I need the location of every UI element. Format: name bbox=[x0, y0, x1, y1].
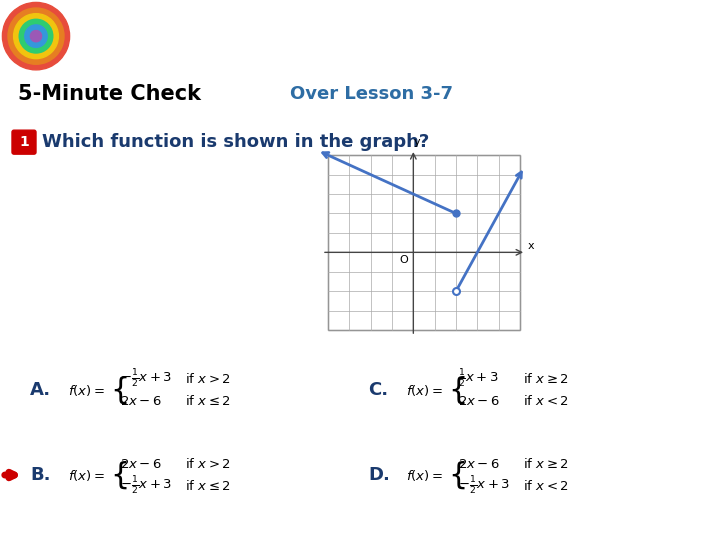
Text: $2x-6$: $2x-6$ bbox=[458, 395, 500, 408]
Text: 1: 1 bbox=[19, 135, 29, 149]
Text: $\mathrm{if}\ x<2$: $\mathrm{if}\ x<2$ bbox=[523, 479, 569, 493]
Text: $\mathrm{if}\ x\geq 2$: $\mathrm{if}\ x\geq 2$ bbox=[523, 372, 569, 386]
Text: $f(x)=$: $f(x)=$ bbox=[406, 382, 443, 397]
Text: $2x-6$: $2x-6$ bbox=[458, 457, 500, 470]
Text: $\mathrm{if}\ x>2$: $\mathrm{if}\ x>2$ bbox=[185, 372, 231, 386]
Text: Over Lesson 3-7: Over Lesson 3-7 bbox=[290, 85, 453, 103]
Text: O: O bbox=[400, 255, 408, 265]
Bar bbox=[328, 155, 520, 330]
Text: $\mathrm{if}\ x\leq 2$: $\mathrm{if}\ x\leq 2$ bbox=[185, 479, 231, 493]
Text: C.: C. bbox=[368, 381, 388, 399]
Text: $\mathrm{if}\ x<2$: $\mathrm{if}\ x<2$ bbox=[523, 394, 569, 408]
Text: {: { bbox=[448, 461, 467, 490]
Wedge shape bbox=[24, 25, 48, 48]
Text: $-\frac{1}{2}x+3$: $-\frac{1}{2}x+3$ bbox=[120, 475, 172, 497]
Text: $f(x)=$: $f(x)=$ bbox=[68, 382, 105, 397]
Wedge shape bbox=[2, 2, 70, 70]
Text: $2x-6$: $2x-6$ bbox=[120, 457, 162, 470]
Text: y: y bbox=[414, 137, 420, 147]
Wedge shape bbox=[19, 19, 53, 53]
Text: $\mathrm{if}\ x>2$: $\mathrm{if}\ x>2$ bbox=[185, 457, 231, 471]
Text: $f(x)=$: $f(x)=$ bbox=[68, 468, 105, 483]
Text: 5-Minute Check: 5-Minute Check bbox=[18, 84, 201, 104]
Text: {: { bbox=[110, 375, 130, 404]
Text: $\mathrm{if}\ x\geq 2$: $\mathrm{if}\ x\geq 2$ bbox=[523, 457, 569, 471]
FancyBboxPatch shape bbox=[12, 130, 36, 154]
Text: $\frac{1}{2}x+3$: $\frac{1}{2}x+3$ bbox=[458, 368, 499, 390]
Text: x: x bbox=[528, 241, 535, 251]
Text: ALGEBRA 1: ALGEBRA 1 bbox=[83, 14, 327, 52]
Text: $-\frac{1}{2}x+3$: $-\frac{1}{2}x+3$ bbox=[458, 475, 510, 497]
Wedge shape bbox=[14, 14, 58, 59]
Text: A.: A. bbox=[30, 381, 51, 399]
Text: {: { bbox=[448, 375, 467, 404]
Text: $2x-6$: $2x-6$ bbox=[120, 395, 162, 408]
Text: GLENCOE: GLENCOE bbox=[85, 13, 118, 19]
Wedge shape bbox=[30, 31, 42, 42]
Text: $f(x)=$: $f(x)=$ bbox=[406, 468, 443, 483]
Text: Which function is shown in the graph?: Which function is shown in the graph? bbox=[42, 133, 429, 151]
Text: D.: D. bbox=[368, 466, 390, 484]
Text: $-\frac{1}{2}x+3$: $-\frac{1}{2}x+3$ bbox=[120, 368, 172, 390]
Text: {: { bbox=[110, 461, 130, 490]
Text: $\mathrm{if}\ x\leq 2$: $\mathrm{if}\ x\leq 2$ bbox=[185, 394, 231, 408]
Text: B.: B. bbox=[30, 466, 50, 484]
Wedge shape bbox=[8, 8, 64, 64]
